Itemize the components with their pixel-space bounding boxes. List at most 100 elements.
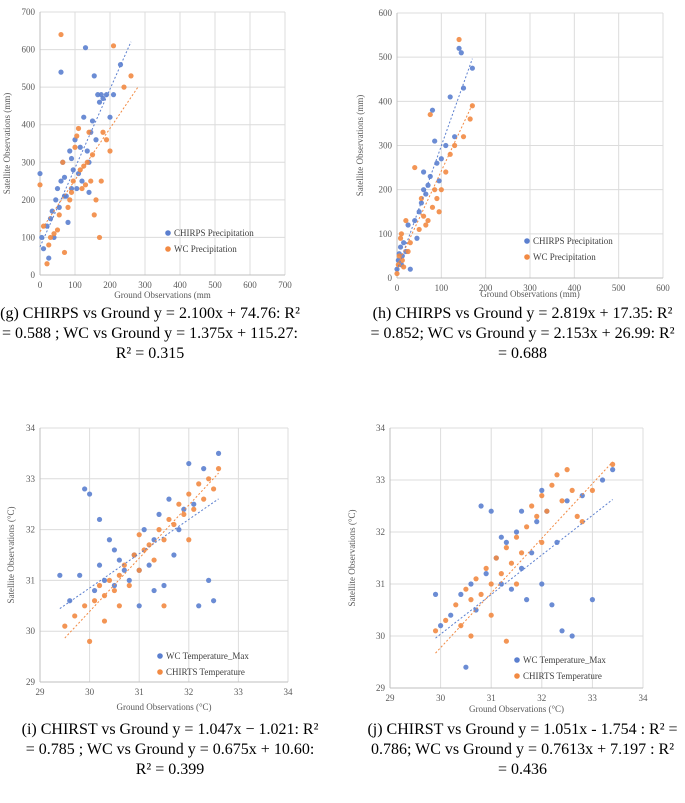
- y-tick-label: 600: [379, 8, 393, 18]
- data-point-series-2: [589, 487, 595, 493]
- y-tick-label: 500: [22, 82, 36, 92]
- data-point-series-1: [93, 137, 99, 143]
- y-tick-label: 32: [26, 525, 35, 535]
- data-point-series-2: [453, 602, 459, 608]
- data-point-series-2: [98, 178, 104, 184]
- legend-label: CHIRTS Temperature: [523, 671, 602, 681]
- y-tick-label: 34: [26, 423, 36, 433]
- trendline-series-1: [396, 58, 473, 271]
- data-point-series-2: [75, 125, 82, 132]
- data-point-series-2: [196, 481, 202, 487]
- data-point-series-2: [47, 234, 54, 241]
- data-point-series-1: [508, 586, 515, 592]
- data-point-series-1: [488, 508, 494, 514]
- data-point-series-2: [508, 560, 515, 566]
- data-point-series-1: [141, 527, 147, 533]
- data-point-series-1: [77, 144, 83, 150]
- y-tick-label: 31: [376, 579, 385, 589]
- data-point-series-1: [549, 602, 555, 608]
- data-point-series-1: [423, 191, 429, 197]
- data-point-series-1: [126, 577, 132, 583]
- data-point-series-2: [101, 618, 108, 624]
- data-point-series-1: [67, 598, 73, 604]
- data-point-series-2: [488, 612, 494, 618]
- y-tick-label: 700: [22, 7, 36, 17]
- data-point-series-2: [564, 467, 570, 473]
- data-point-series-2: [456, 36, 462, 43]
- y-tick-label: 29: [26, 677, 36, 687]
- data-point-series-2: [82, 603, 88, 609]
- data-point-series-1: [161, 582, 167, 589]
- legend-label: CHIRTS Temperature: [166, 667, 245, 677]
- data-point-series-1: [434, 160, 440, 166]
- data-point-series-1: [534, 519, 540, 525]
- data-point-series-2: [44, 261, 50, 267]
- data-point-series-2: [121, 84, 127, 90]
- data-point-series-1: [96, 562, 103, 568]
- data-point-series-2: [126, 582, 132, 589]
- data-point-series-2: [128, 73, 134, 79]
- data-point-series-1: [53, 197, 59, 203]
- data-point-series-2: [79, 185, 85, 192]
- data-point-series-1: [56, 204, 62, 210]
- data-point-series-2: [398, 231, 405, 237]
- data-point-series-1: [468, 581, 474, 587]
- trendline-series-2: [64, 472, 219, 639]
- data-point-series-1: [79, 178, 85, 184]
- data-point-series-2: [136, 532, 142, 538]
- data-point-series-1: [579, 493, 585, 499]
- data-point-series-1: [438, 156, 444, 162]
- trendline-series-2: [39, 86, 139, 232]
- data-point-series-2: [539, 493, 545, 499]
- data-point-series-2: [423, 222, 429, 228]
- data-point-series-2: [131, 552, 137, 558]
- caption-g-text: (g) CHIRPS vs Ground y = 2.100x + 74.76:…: [0, 305, 300, 362]
- data-point-series-2: [436, 209, 442, 215]
- x-tick-label: 29: [386, 693, 396, 703]
- data-point-series-2: [438, 187, 444, 193]
- data-point-series-1: [96, 516, 103, 523]
- data-point-series-2: [463, 586, 469, 592]
- y-tick-label: 400: [379, 96, 393, 106]
- data-point-series-1: [610, 467, 616, 473]
- y-tick-label: 34: [376, 423, 386, 433]
- x-tick-label: 29: [36, 687, 46, 697]
- data-point-series-2: [58, 31, 64, 38]
- data-point-series-2: [161, 537, 167, 543]
- data-point-series-2: [107, 148, 113, 154]
- y-tick-label: 100: [22, 232, 36, 242]
- data-point-series-1: [116, 557, 122, 563]
- y-tick-label: 200: [379, 185, 393, 195]
- caption-i-text: (i) CHIRST vs Ground y = 1.047x − 1.021:…: [21, 721, 319, 778]
- data-point-series-2: [468, 633, 474, 639]
- data-point-series-2: [579, 519, 585, 525]
- data-point-series-1: [54, 185, 61, 192]
- data-point-series-1: [452, 134, 458, 140]
- y-axis-title: Satellite Observations (mm): [2, 93, 12, 194]
- data-point-series-1: [215, 450, 222, 456]
- data-point-series-1: [70, 167, 76, 173]
- data-point-series-2: [460, 134, 467, 140]
- x-tick-label: 30: [85, 687, 95, 697]
- data-point-series-1: [211, 598, 217, 604]
- x-tick-label: 100: [435, 283, 449, 293]
- data-point-series-1: [414, 235, 420, 241]
- data-point-series-2: [103, 137, 110, 143]
- y-axis-title: Satellite Observations (°C): [6, 506, 16, 603]
- caption-g: (g) CHIRPS vs Ground y = 2.100x + 74.76:…: [0, 304, 300, 364]
- data-point-series-2: [166, 516, 172, 523]
- y-tick-label: 500: [379, 52, 393, 62]
- data-point-series-1: [518, 565, 525, 571]
- y-tick-label: 33: [376, 475, 386, 485]
- data-point-series-1: [529, 550, 535, 556]
- x-tick-label: 31: [487, 693, 496, 703]
- data-point-series-1: [460, 85, 467, 91]
- x-tick-label: 30: [436, 693, 446, 703]
- data-point-series-2: [84, 159, 90, 165]
- data-point-series-2: [91, 598, 98, 604]
- data-point-series-1: [436, 178, 442, 184]
- data-point-series-2: [206, 476, 212, 482]
- data-point-series-1: [91, 73, 97, 79]
- data-point-series-1: [191, 501, 197, 507]
- y-axis-title: Satellite Observations (mm): [355, 95, 365, 196]
